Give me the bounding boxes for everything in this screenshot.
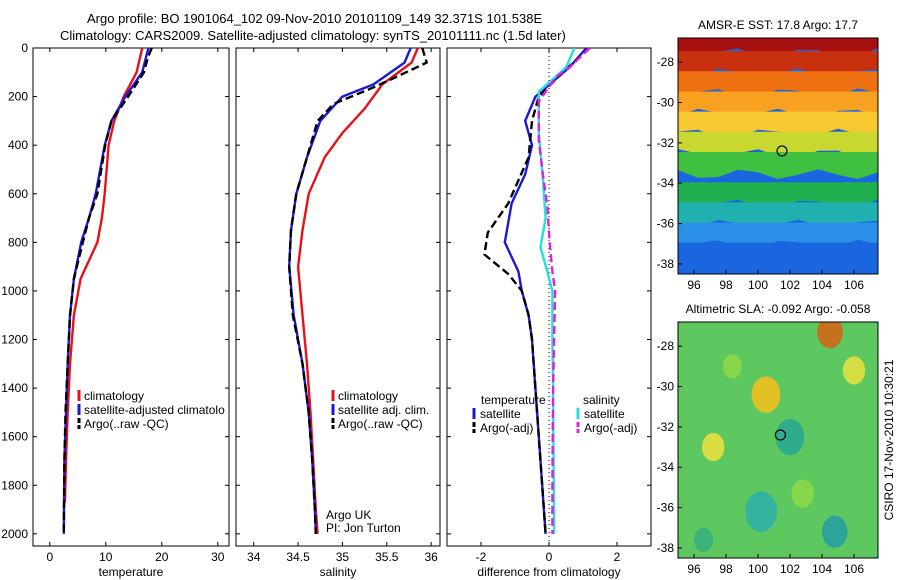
map1-field [678, 38, 878, 274]
timestamp-side-label: CSIRO 17-Nov-2010 10:30:21 [882, 359, 896, 520]
x-tick-label: -2 [476, 550, 487, 564]
map1-title: AMSR-E SST: 17.8 Argo: 17.7 [698, 18, 858, 32]
sla-anomaly [842, 356, 866, 385]
legend-title-temperature: temperature [481, 393, 546, 407]
sla-anomaly [775, 418, 805, 456]
series-argo-raw-qc- [288, 47, 428, 534]
x-tick-label: 98 [719, 278, 733, 292]
y-tick-label: 800 [8, 235, 28, 249]
series-temperature-argo-adj- [483, 47, 591, 534]
legend-label: climatology [338, 389, 398, 403]
legend-label: Argo(..raw -QC) [338, 417, 423, 431]
x-tick-label: 102 [780, 562, 800, 576]
y-tick-label: -36 [657, 217, 675, 231]
x-tick-label: 10 [99, 550, 113, 564]
y-tick-label: -38 [657, 257, 675, 271]
y-tick-label: -32 [657, 136, 675, 150]
sst-band [678, 242, 878, 270]
y-tick-label: -38 [657, 541, 675, 555]
y-tick-label: 1400 [1, 381, 28, 395]
annotation-line: PI: Jon Turton [326, 521, 401, 535]
sst-band [678, 152, 878, 179]
x-tick-label: 100 [748, 278, 768, 292]
sla-anomaly [817, 322, 843, 349]
x-tick-label: 104 [812, 278, 832, 292]
x-tick-label: 35 [336, 550, 350, 564]
panel2-xlabel: salinity [320, 565, 357, 579]
panel1-frame [32, 47, 230, 547]
figure-title-line2: Climatology: CARS2009. Satellite-adjuste… [60, 28, 566, 43]
legend-label: Argo(-adj) [480, 421, 533, 435]
x-tick-label: 35.5 [375, 550, 399, 564]
x-tick-label: 36 [424, 550, 438, 564]
sla-anomaly [791, 479, 814, 508]
map2-frame [677, 321, 879, 559]
sla-anomaly [822, 515, 848, 548]
figure-title-line1: Argo profile: BO 1901064_102 09-Nov-2010… [87, 11, 543, 26]
y-tick-label: -36 [657, 501, 675, 515]
sla-anomaly [702, 432, 725, 462]
y-tick-label: 1200 [1, 333, 28, 347]
y-tick-label: 600 [8, 187, 28, 201]
x-tick-label: 0 [546, 550, 553, 564]
sla-anomaly [751, 376, 781, 413]
x-tick-label: 102 [780, 278, 800, 292]
y-tick-label: -32 [657, 420, 675, 434]
argo-location-marker [776, 145, 788, 157]
annotation-line: Argo UK [326, 508, 371, 522]
x-tick-label: 34.5 [286, 550, 310, 564]
x-tick-label: 106 [844, 278, 864, 292]
map2-field [678, 322, 878, 558]
legend-label: satellite [584, 407, 625, 421]
x-tick-label: 96 [687, 278, 701, 292]
legend-label: satellite [480, 407, 521, 421]
x-tick-label: 30 [211, 550, 225, 564]
sla-anomaly [694, 527, 714, 552]
sla-anomaly [745, 491, 778, 532]
x-tick-label: 20 [155, 550, 169, 564]
y-tick-label: -30 [657, 96, 675, 110]
legend-title-salinity: salinity [583, 393, 620, 407]
x-tick-label: 106 [844, 562, 864, 576]
y-tick-label: -28 [657, 55, 675, 69]
x-tick-label: 98 [719, 562, 733, 576]
argo-location-marker [774, 429, 787, 441]
series-argo-raw-qc- [62, 47, 153, 534]
panel3-xlabel: difference from climatology [477, 565, 620, 579]
legend-label: climatology [84, 389, 144, 403]
legend-label: satellite adj. clim. [338, 403, 429, 417]
y-tick-label: 1800 [1, 478, 28, 492]
sla-anomaly [722, 354, 743, 379]
x-tick-label: 0 [46, 550, 53, 564]
y-tick-label: -34 [657, 460, 675, 474]
map1-frame [677, 37, 879, 275]
x-tick-label: 34 [247, 550, 261, 564]
panel2-frame [235, 47, 441, 547]
legend-label: Argo(..raw -QC) [84, 417, 169, 431]
y-tick-label: -34 [657, 176, 675, 190]
series-salinity-argo-adj- [537, 47, 591, 534]
y-tick-label: -28 [657, 339, 675, 353]
y-tick-label: 400 [8, 138, 28, 152]
legend-label: satellite-adjusted climatolo [84, 403, 225, 417]
x-tick-label: 96 [687, 562, 701, 576]
y-tick-label: 200 [8, 90, 28, 104]
x-tick-label: 104 [812, 562, 832, 576]
y-tick-label: -30 [657, 380, 675, 394]
y-tick-label: 0 [21, 41, 28, 55]
map2-title: Altimetric SLA: -0.092 Argo: -0.058 [686, 302, 871, 316]
panel1-xlabel: temperature [99, 565, 164, 579]
y-tick-label: 1000 [1, 284, 28, 298]
legend-label: Argo(-adj) [584, 421, 637, 435]
y-tick-label: 1600 [1, 430, 28, 444]
y-tick-label: 2000 [1, 527, 28, 541]
x-tick-label: 100 [748, 562, 768, 576]
x-tick-label: 2 [614, 550, 621, 564]
